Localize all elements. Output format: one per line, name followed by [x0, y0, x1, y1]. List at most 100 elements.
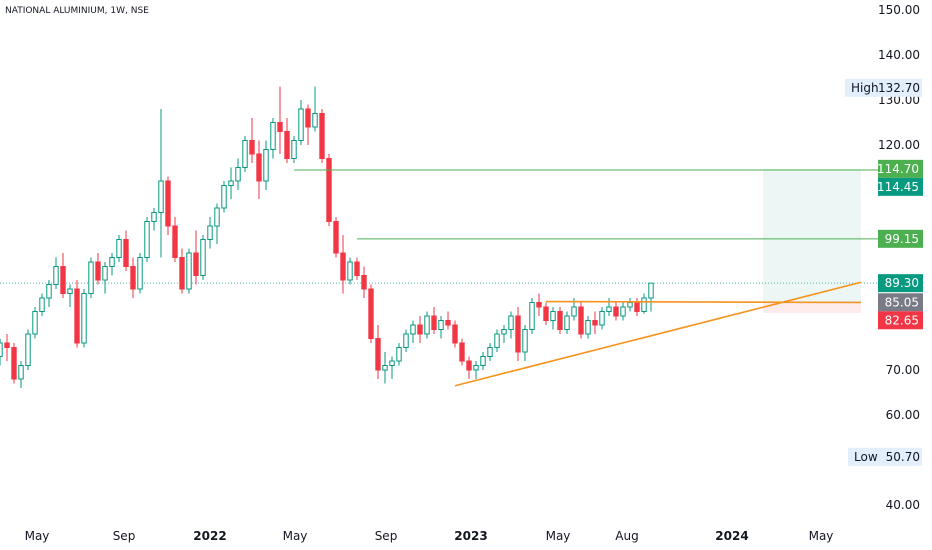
candle-body: [536, 302, 542, 308]
ascending-trendline: [454, 281, 862, 387]
price-level-badge-text: 89.30: [885, 276, 919, 290]
candle-body: [641, 297, 647, 312]
candle-body: [480, 356, 486, 366]
high-label: High: [851, 81, 879, 95]
candle-body: [354, 261, 360, 276]
candle-body: [298, 108, 304, 141]
candle-body: [305, 108, 311, 128]
price-level-badge: [878, 274, 923, 293]
candle-body: [557, 311, 563, 330]
low-value: 50.70: [886, 450, 920, 464]
price-level-badge: [878, 177, 923, 196]
candle-body: [347, 261, 353, 281]
candle-body: [207, 225, 213, 240]
candle-body: [340, 252, 346, 281]
candle-body: [263, 149, 269, 182]
candle-body: [137, 257, 143, 290]
candle-body: [522, 329, 528, 353]
candle-body: [382, 365, 388, 371]
candle-body: [39, 297, 45, 312]
candle-body: [186, 252, 192, 290]
drawings-layer: [294, 169, 878, 387]
candle-body: [172, 225, 178, 258]
candle-body: [508, 315, 514, 330]
candle-body: [431, 315, 437, 330]
candle-body: [235, 167, 241, 182]
candle-body: [53, 266, 59, 285]
candle-body: [221, 185, 227, 209]
candle-body: [501, 329, 507, 335]
candle-body: [179, 257, 185, 290]
candle-body: [613, 306, 619, 317]
candle-body: [494, 333, 500, 348]
y-axis-tick-label: 70.00: [886, 363, 920, 377]
candle-body: [424, 315, 430, 335]
price-level-badge-text: 82.65: [885, 313, 919, 327]
resistance-line: [545, 300, 862, 304]
price-level-badge-text: 114.45: [877, 180, 919, 194]
candle-body: [165, 180, 171, 227]
candle-body: [102, 266, 108, 281]
x-axis-tick-label: Sep: [375, 529, 398, 543]
candle-body: [333, 221, 339, 254]
candle-body: [46, 284, 52, 299]
candle-body: [249, 140, 255, 155]
candle-body: [158, 180, 164, 213]
x-axis-tick-label: 2024: [715, 529, 748, 543]
candle-body: [242, 140, 248, 168]
x-axis-tick-label: Aug: [615, 529, 638, 543]
candle-body: [326, 158, 332, 222]
candle-body: [438, 320, 444, 330]
candle-body: [200, 239, 206, 276]
candle-body: [368, 288, 374, 339]
x-axis-tick-label: May: [546, 529, 571, 543]
low-label: Low: [854, 450, 878, 464]
high-label-box: [845, 78, 922, 97]
candles-layer: [0, 86, 654, 388]
low-label-box: [848, 447, 922, 466]
candle-body: [228, 180, 234, 186]
candle-body: [95, 261, 101, 281]
candle-body: [529, 302, 535, 330]
candle-body: [312, 113, 318, 128]
y-axis-tick-label: 40.00: [886, 498, 920, 512]
candle-body: [0, 342, 3, 357]
candle-body: [459, 342, 465, 362]
candle-body: [284, 131, 290, 159]
long-position-target-zone: [763, 168, 861, 303]
candle-body: [11, 347, 17, 380]
candle-body: [564, 315, 570, 330]
candle-body: [32, 311, 38, 335]
candle-body: [291, 140, 297, 159]
candle-body: [4, 342, 10, 348]
candle-body: [277, 122, 283, 132]
candle-body: [606, 306, 612, 312]
candle-body: [256, 153, 262, 182]
price-level-badge-text: 85.05: [885, 295, 919, 309]
x-axis-tick-label: May: [25, 529, 50, 543]
price-level-badge-text: 114.70: [877, 162, 919, 176]
candle-body: [116, 239, 122, 258]
candle-body: [417, 324, 423, 335]
y-axis-tick-label: 120.00: [878, 138, 920, 152]
candle-body: [396, 347, 402, 362]
price-level-badge: [878, 159, 923, 178]
chart-background-layer: [0, 168, 878, 314]
candle-body: [543, 306, 549, 321]
long-position-stop-zone: [763, 302, 861, 314]
candle-body: [634, 302, 640, 312]
candle-body: [88, 261, 94, 294]
high-value: 132.70: [878, 81, 920, 95]
price-level-badge: [878, 229, 923, 248]
candle-body: [214, 207, 220, 227]
price-level-badge: [878, 293, 923, 312]
candle-body: [389, 360, 395, 366]
candle-body: [627, 302, 633, 308]
candle-body: [452, 324, 458, 344]
x-axis-tick-label: May: [283, 529, 308, 543]
candle-body: [67, 288, 73, 294]
candle-body: [18, 365, 24, 380]
candle-body: [487, 347, 493, 357]
candle-body: [571, 306, 577, 317]
